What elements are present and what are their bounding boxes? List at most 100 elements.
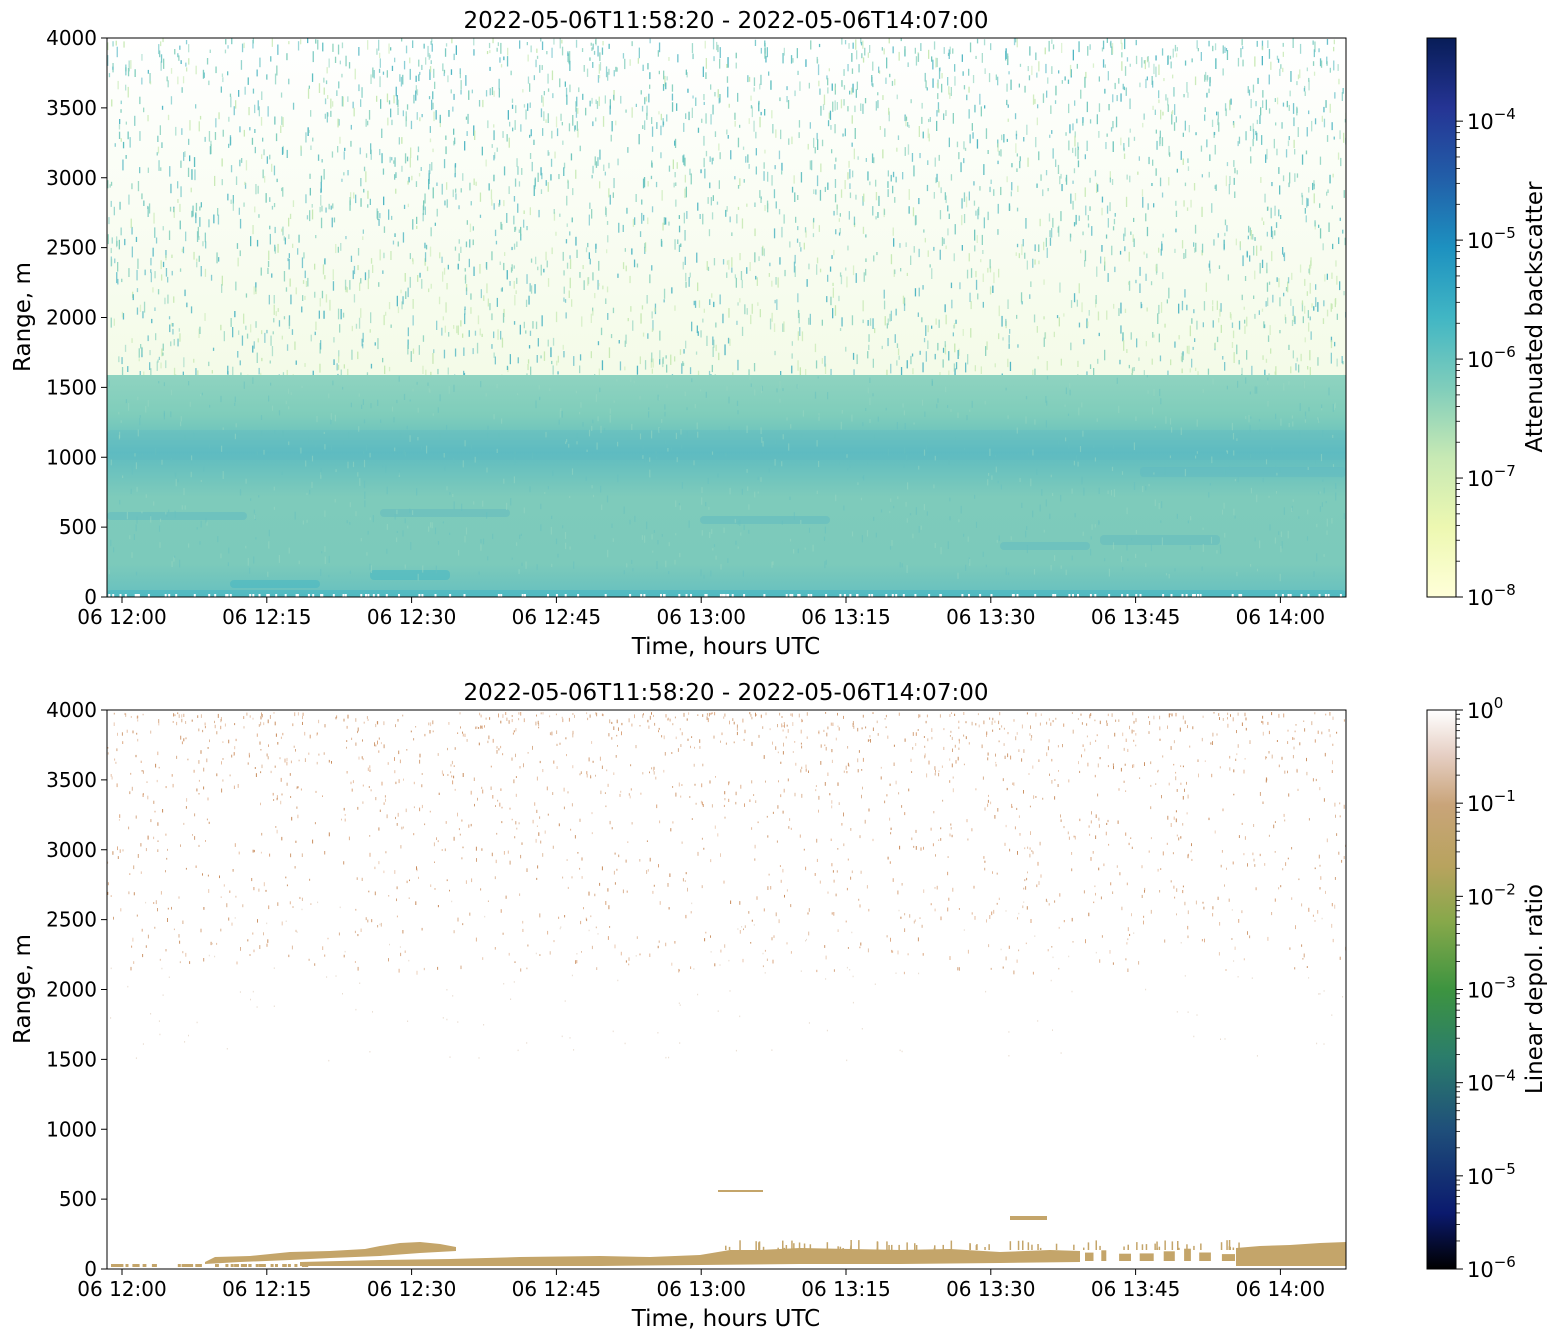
noise-speck (897, 135, 900, 140)
noise-speck (1312, 40, 1314, 45)
noise-speck (287, 258, 289, 262)
noise-speck (1078, 322, 1081, 328)
noise-speck (191, 210, 193, 218)
noise-speck (1307, 366, 1309, 370)
noise-speck (447, 264, 449, 270)
noise-speck (640, 90, 642, 95)
surface-gap (344, 594, 347, 597)
boundary-speck (998, 535, 1000, 541)
surface-gap (1281, 594, 1284, 597)
depol-speck (994, 720, 996, 723)
depol-speck (1011, 806, 1013, 808)
boundary-speck (1299, 403, 1301, 411)
noise-speck (1086, 140, 1088, 151)
noise-speck (911, 153, 914, 162)
noise-speck (1265, 301, 1267, 307)
depol-speck (1023, 790, 1024, 794)
noise-speck (429, 66, 432, 73)
noise-speck (977, 293, 979, 300)
noise-speck (583, 280, 585, 290)
boundary-speck (1152, 407, 1154, 415)
noise-speck (1204, 114, 1206, 121)
noise-speck (173, 296, 175, 303)
noise-speck (1211, 119, 1214, 127)
noise-speck (781, 162, 783, 171)
depol-speck (782, 751, 784, 755)
noise-speck (361, 338, 363, 347)
noise-speck (550, 174, 552, 181)
noise-speck (1301, 195, 1304, 205)
noise-speck (561, 46, 564, 56)
noise-speck (574, 125, 576, 130)
noise-speck (857, 156, 859, 160)
noise-speck (412, 348, 415, 354)
noise-speck (1001, 315, 1003, 327)
boundary-speck (1315, 460, 1317, 465)
depol-speck (1063, 920, 1065, 923)
noise-speck (1043, 316, 1045, 320)
depol-speck (783, 722, 785, 724)
boundary-speck (404, 564, 406, 569)
noise-speck (1188, 345, 1190, 355)
noise-speck (913, 246, 915, 253)
boundary-speck (1052, 493, 1054, 496)
boundary-speck (555, 538, 558, 545)
noise-speck (769, 318, 772, 330)
noise-speck (701, 118, 703, 123)
noise-speck (1036, 117, 1038, 126)
boundary-speck (150, 516, 152, 523)
noise-speck (1043, 241, 1045, 251)
noise-speck (473, 178, 475, 186)
noise-speck (530, 45, 532, 53)
boundary-speck (166, 514, 168, 517)
noise-speck (911, 353, 914, 357)
noise-speck (1195, 242, 1197, 252)
noise-speck (409, 253, 411, 260)
boundary-speck (427, 382, 429, 386)
boundary-speck (891, 539, 893, 546)
noise-speck (971, 123, 973, 131)
depol-speck (371, 919, 373, 923)
depol-speck (110, 774, 112, 777)
noise-speck (644, 360, 647, 370)
noise-speck (157, 135, 159, 142)
noise-speck (662, 357, 664, 364)
noise-speck (1249, 146, 1252, 152)
noise-speck (1027, 157, 1029, 167)
boundary-speck (159, 518, 162, 522)
noise-speck (676, 103, 678, 111)
surface-gap (208, 594, 211, 597)
depol-speck (616, 719, 618, 724)
noise-speck (933, 41, 936, 50)
noise-speck (864, 47, 866, 56)
boundary-speck (410, 542, 412, 550)
noise-speck (154, 307, 156, 311)
noise-speck (1167, 104, 1169, 112)
noise-speck (907, 122, 909, 127)
boundary-speck (342, 386, 344, 390)
boundary-speck (514, 457, 516, 465)
noise-speck (684, 188, 686, 198)
noise-speck (310, 110, 312, 117)
noise-speck (851, 53, 853, 62)
noise-speck (1264, 193, 1266, 203)
noise-speck (214, 175, 216, 186)
noise-speck (1323, 106, 1325, 113)
boundary-speck (575, 390, 577, 394)
noise-speck (1051, 130, 1053, 134)
noise-speck (421, 114, 423, 118)
depol-speck (107, 882, 109, 886)
noise-speck (1137, 171, 1139, 175)
noise-speck (1288, 182, 1290, 188)
noise-speck (181, 87, 183, 93)
noise-speck (938, 109, 940, 113)
noise-speck (863, 272, 865, 282)
noise-speck (1214, 342, 1216, 349)
noise-speck (1276, 55, 1279, 60)
noise-speck (702, 66, 704, 77)
noise-speck (890, 254, 893, 265)
noise-speck (860, 38, 862, 44)
surface-gap (785, 594, 788, 597)
noise-speck (845, 267, 847, 271)
boundary-speck (774, 458, 776, 466)
